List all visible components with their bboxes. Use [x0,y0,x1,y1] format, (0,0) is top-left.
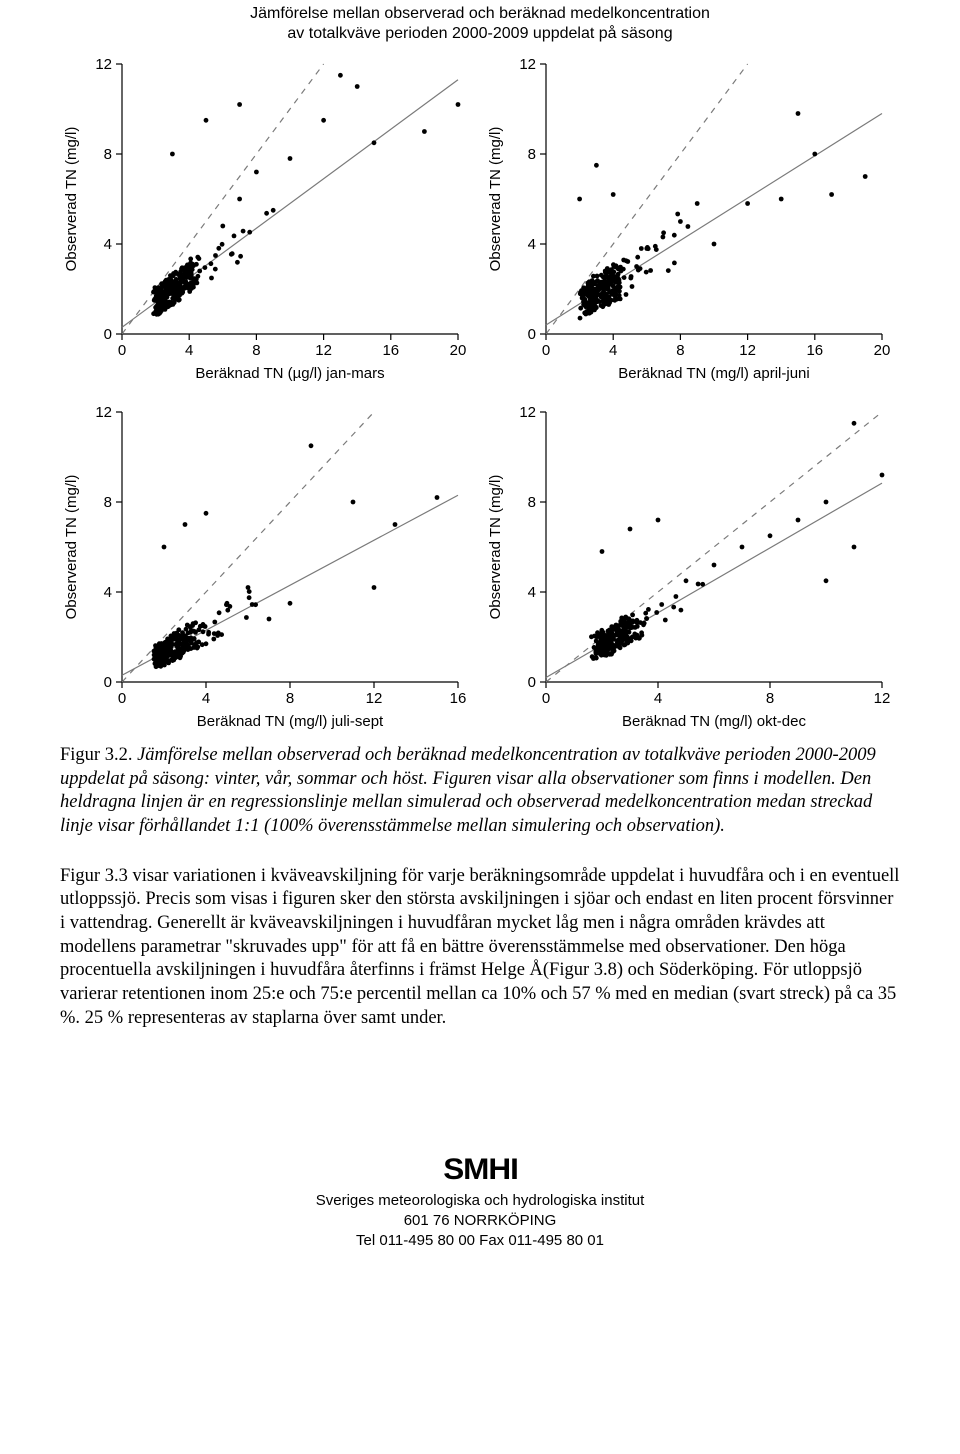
svg-text:16: 16 [450,690,467,707]
body-paragraph: Figur 3.3 visar variationen i kväveavski… [60,865,900,1031]
figure-title: Jämförelse mellan observerad och beräkna… [60,4,900,44]
svg-text:Beräknad TN (mg/l) juli-sept: Beräknad TN (mg/l) juli-sept [197,713,384,730]
svg-text:8: 8 [528,494,536,511]
svg-text:4: 4 [202,690,210,707]
svg-text:0: 0 [118,342,126,359]
svg-text:8: 8 [676,342,684,359]
svg-text:0: 0 [528,326,536,343]
caption-body: Jämförelse mellan observerad och beräkna… [60,745,876,836]
svg-text:12: 12 [366,690,383,707]
svg-text:Beräknad TN (µg/l) jan-mars: Beräknad TN (µg/l) jan-mars [195,365,384,382]
scatter-panel-summer: 0 4 8 12 16 0 4 8 12 Beräknad TN (mg/l) juli-sept… [60,394,470,734]
footer-line-2: 601 76 NORRKÖPING [60,1211,900,1231]
svg-text:Beräknad TN (mg/l) april-juni: Beräknad TN (mg/l) april-juni [618,365,809,382]
svg-text:8: 8 [252,342,260,359]
svg-text:4: 4 [609,342,617,359]
svg-text:0: 0 [104,674,112,691]
svg-text:12: 12 [95,56,112,73]
svg-text:8: 8 [766,690,774,707]
svg-text:0: 0 [528,674,536,691]
svg-text:4: 4 [528,236,536,253]
svg-text:8: 8 [286,690,294,707]
svg-text:20: 20 [874,342,891,359]
svg-text:Observerad TN (mg/l): Observerad TN (mg/l) [63,127,80,272]
svg-text:0: 0 [104,326,112,343]
svg-text:12: 12 [874,690,891,707]
figure-caption: Figur 3.2. Jämförelse mellan observerad … [60,744,900,839]
svg-text:0: 0 [542,342,550,359]
panels-grid: 0 4 8 12 16 20 0 4 8 12 Beräknad TN (µg/l) jan-mar… [60,46,900,734]
svg-text:4: 4 [654,690,662,707]
svg-text:Observerad TN (mg/l): Observerad TN (mg/l) [487,475,504,620]
scatter-panel-spring: 0 4 8 12 16 20 0 4 8 12 Beräknad TN (mg/l) april-j… [484,46,894,386]
svg-text:8: 8 [104,146,112,163]
svg-text:12: 12 [519,56,536,73]
svg-text:4: 4 [185,342,193,359]
svg-text:Observerad TN (mg/l): Observerad TN (mg/l) [487,127,504,272]
figure-title-line2: av totalkväve perioden 2000-2009 uppdela… [287,25,672,42]
svg-text:4: 4 [104,584,112,601]
svg-text:16: 16 [382,342,399,359]
svg-text:0: 0 [118,690,126,707]
svg-text:12: 12 [739,342,756,359]
footer-line-3: Tel 011-495 80 00 Fax 011-495 80 01 [60,1231,900,1251]
svg-text:20: 20 [450,342,467,359]
svg-text:12: 12 [95,404,112,421]
smhi-logo: SMHI [443,1150,518,1191]
figure-3-2: Jämförelse mellan observerad och beräkna… [60,4,900,734]
caption-lead: Figur 3.2. [60,745,132,765]
svg-text:12: 12 [315,342,332,359]
scatter-panel-winter: 0 4 8 12 16 20 0 4 8 12 Beräknad TN (µg/l) jan-mar… [60,46,470,386]
svg-text:4: 4 [104,236,112,253]
svg-text:16: 16 [806,342,823,359]
svg-text:Observerad TN (mg/l): Observerad TN (mg/l) [63,475,80,620]
svg-text:8: 8 [104,494,112,511]
page-footer: SMHI Sveriges meteorologiska och hydrolo… [60,1150,900,1251]
scatter-panel-autumn: 0 4 8 12 0 4 8 12 Beräknad TN (mg/l) okt-dec Obse… [484,394,894,734]
svg-text:Beräknad TN (mg/l) okt-dec: Beräknad TN (mg/l) okt-dec [622,713,806,730]
svg-text:4: 4 [528,584,536,601]
figure-title-line1: Jämförelse mellan observerad och beräkna… [250,5,710,22]
footer-line-1: Sveriges meteorologiska och hydrologiska… [60,1191,900,1211]
svg-text:0: 0 [542,690,550,707]
svg-text:12: 12 [519,404,536,421]
svg-text:8: 8 [528,146,536,163]
